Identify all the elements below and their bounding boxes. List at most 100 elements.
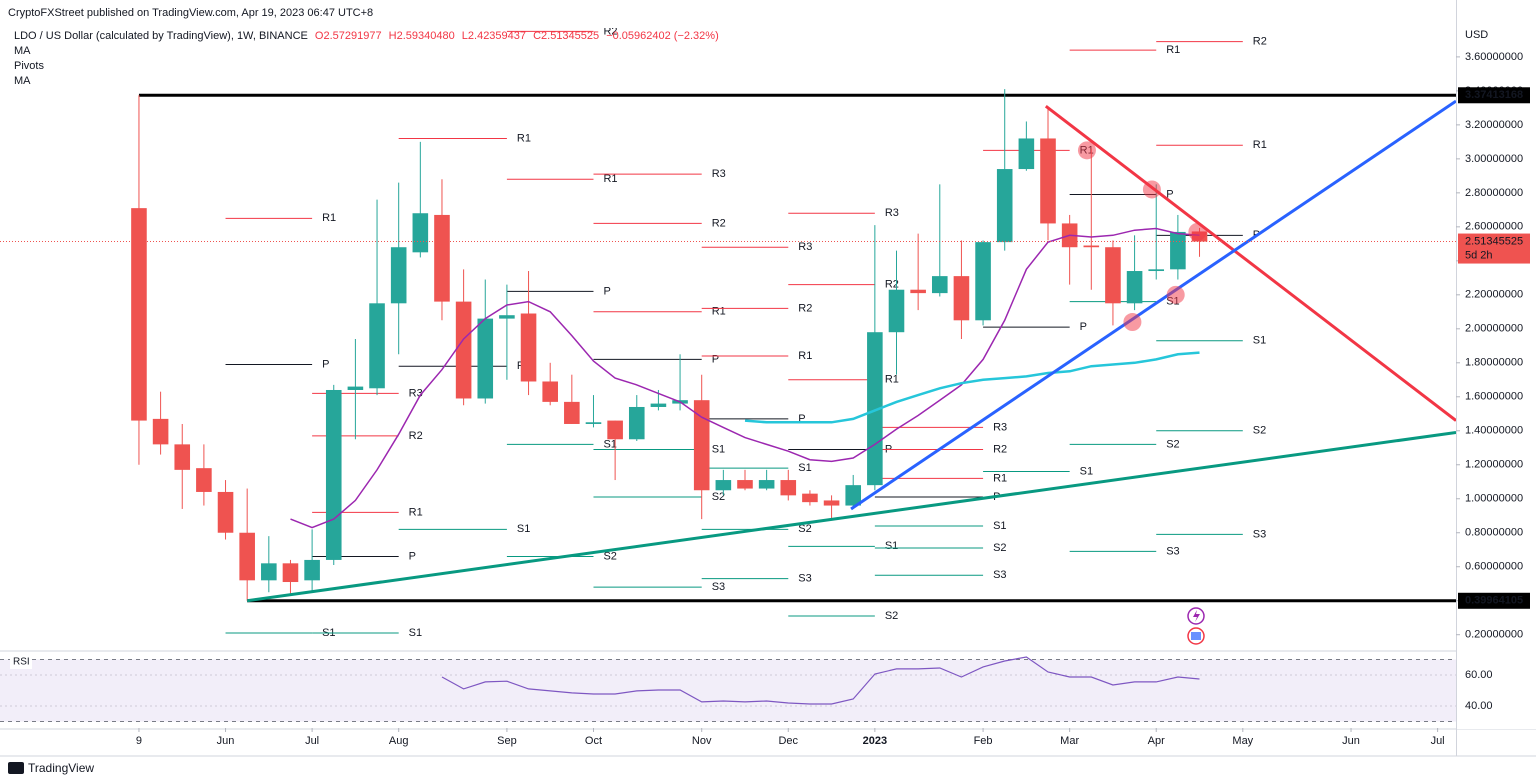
event-icon-glyph bbox=[1193, 610, 1200, 622]
last-price-box bbox=[1458, 233, 1530, 264]
candle-body bbox=[1126, 271, 1143, 304]
level-price-label: 0.39964105 bbox=[1465, 595, 1523, 607]
candle-body bbox=[347, 386, 364, 390]
candle-body bbox=[239, 532, 255, 581]
highlight-marker bbox=[1142, 180, 1161, 199]
rsi-label[interactable]: RSI bbox=[13, 657, 30, 668]
candle-body bbox=[910, 289, 926, 294]
pivot-label: S1 bbox=[798, 462, 811, 474]
pivot-label: P bbox=[322, 358, 329, 370]
pivot-label: P bbox=[712, 353, 719, 365]
pivot-label: R1 bbox=[1166, 44, 1180, 56]
highlight-marker bbox=[1123, 313, 1142, 332]
candle-body bbox=[1170, 231, 1186, 270]
indicator-label[interactable]: MA bbox=[14, 45, 31, 57]
moving-average bbox=[290, 227, 1200, 529]
pivot-label: R3 bbox=[409, 387, 423, 399]
pivot-label: S3 bbox=[712, 581, 725, 593]
y-tick-label: 0.20000000 bbox=[1465, 629, 1523, 641]
candle-body bbox=[1018, 138, 1035, 170]
pivot-label: P bbox=[409, 550, 416, 562]
pivot-label: S1 bbox=[409, 627, 422, 639]
pivot-label: R1 bbox=[885, 374, 899, 386]
x-tick-label: Mar bbox=[1060, 735, 1079, 747]
pivot-label: R3 bbox=[798, 241, 812, 253]
pivot-label: R1 bbox=[517, 132, 531, 144]
pivot-label: R2 bbox=[1253, 36, 1267, 48]
pivot-label: S1 bbox=[1253, 335, 1266, 347]
x-tick-label: Oct bbox=[585, 735, 602, 747]
currency-label: USD bbox=[1465, 29, 1488, 41]
economic-event-glyph bbox=[1191, 632, 1201, 640]
pivot-label: S2 bbox=[712, 491, 725, 503]
legend-change: −0.05962402 (−2.32%) bbox=[606, 30, 719, 42]
candle-body bbox=[131, 208, 147, 421]
pivot-label: S3 bbox=[1166, 545, 1179, 557]
candle-body bbox=[1148, 269, 1165, 272]
pivot-label: R2 bbox=[885, 279, 899, 291]
level-price-box bbox=[1458, 592, 1530, 609]
pivot-label: R1 bbox=[322, 212, 336, 224]
y-tick-label: 1.40000000 bbox=[1465, 425, 1523, 437]
pivot-label: S1 bbox=[993, 520, 1006, 532]
pivot-label: S2 bbox=[1166, 438, 1179, 450]
pivot-label: P bbox=[1080, 321, 1087, 333]
pivot-label: R1 bbox=[712, 306, 726, 318]
publish-note: CryptoFXStreet published on TradingView.… bbox=[8, 7, 373, 19]
y-tick-label: 3.20000000 bbox=[1465, 119, 1523, 131]
pivot-label: R1 bbox=[409, 506, 423, 518]
candle-body bbox=[282, 563, 299, 583]
candle-body bbox=[542, 381, 558, 402]
x-tick-label: Jul bbox=[305, 735, 319, 747]
candle-body bbox=[217, 491, 234, 533]
y-tick-label: 2.20000000 bbox=[1465, 289, 1523, 301]
trendline bbox=[246, 430, 1456, 603]
pivot-label: R1 bbox=[993, 472, 1007, 484]
pivot-label: S3 bbox=[798, 573, 811, 585]
pivot-label: R1 bbox=[603, 173, 617, 185]
price-pane: R1 P S1 R3 R2 R1 P S1 R1 P S1 R2 R1 P S1 S2 R3 R2 R1 P S1 S2 S… bbox=[0, 28, 1456, 639]
candle-body bbox=[715, 480, 732, 491]
symbol: LDO / US Dollar (calculated by TradingVi… bbox=[14, 30, 308, 42]
x-tick-label: May bbox=[1232, 735, 1253, 747]
candle-body bbox=[693, 400, 710, 491]
x-tick-label: Jul bbox=[1431, 735, 1445, 747]
y-tick-label: 3.00000000 bbox=[1465, 153, 1523, 165]
x-tick-label: 2023 bbox=[863, 735, 887, 747]
rsi-band bbox=[0, 659, 1456, 722]
pivot-label: R3 bbox=[712, 168, 726, 180]
candle-body bbox=[845, 485, 862, 506]
pivot-label: S1 bbox=[603, 438, 616, 450]
pivot-label: P bbox=[798, 413, 805, 425]
trendline bbox=[1044, 104, 1456, 422]
candle-body bbox=[152, 418, 169, 445]
pivot-label: S2 bbox=[603, 550, 616, 562]
candle-body bbox=[780, 480, 797, 496]
x-tick-label: Dec bbox=[778, 735, 798, 747]
candle-body bbox=[196, 468, 212, 492]
pivot-label: P bbox=[603, 285, 610, 297]
x-tick-label: Jun bbox=[217, 735, 235, 747]
candle-body bbox=[564, 401, 580, 424]
candle-body bbox=[628, 406, 645, 440]
x-tick-label: Feb bbox=[974, 735, 993, 747]
moving-average bbox=[744, 351, 1200, 424]
brand-logo bbox=[8, 762, 24, 774]
candle-body bbox=[499, 315, 515, 319]
pivot-label: P bbox=[517, 360, 524, 372]
x-tick-label: 9 bbox=[136, 735, 142, 747]
candle-body bbox=[412, 213, 429, 253]
indicator-label[interactable]: MA bbox=[14, 75, 31, 87]
rsi-tick-label: 60.00 bbox=[1465, 669, 1493, 681]
x-tick-label: Sep bbox=[497, 735, 517, 747]
brand-name[interactable]: TradingView bbox=[28, 761, 94, 775]
x-tick-label: Apr bbox=[1148, 735, 1165, 747]
candle-body bbox=[261, 563, 277, 581]
candle-body bbox=[477, 318, 494, 399]
pivot-label: S1 bbox=[885, 540, 898, 552]
indicator-label[interactable]: Pivots bbox=[14, 60, 44, 72]
countdown-label: 5d 2h bbox=[1465, 249, 1493, 261]
candle-body bbox=[434, 214, 450, 302]
